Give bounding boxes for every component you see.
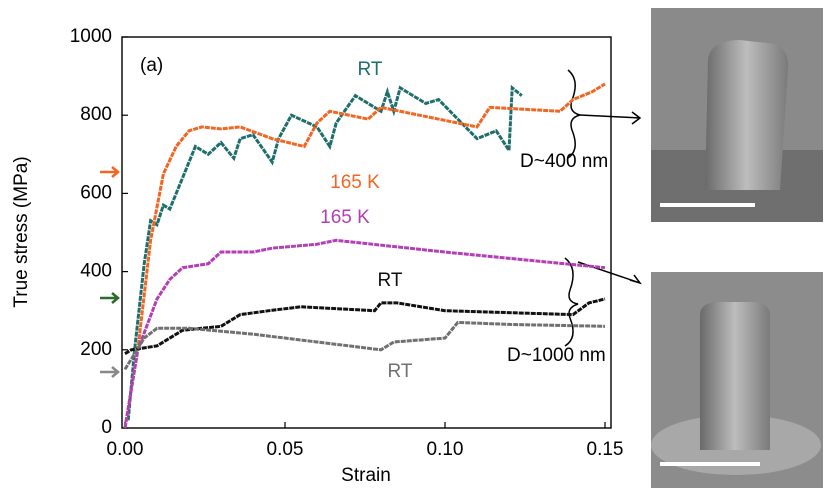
marker-arrow xyxy=(100,366,120,378)
plot-frame xyxy=(121,36,612,429)
marker-arrow xyxy=(100,292,120,304)
series-label: RT xyxy=(378,270,403,291)
brace xyxy=(567,69,581,159)
data-line xyxy=(126,84,523,421)
y-tick-label: 200 xyxy=(80,339,112,360)
annotation: D~1000 nm xyxy=(507,345,606,366)
y-tick-label: 400 xyxy=(80,261,112,282)
x-axis-title: Strain xyxy=(341,465,391,486)
y-tick-label: 800 xyxy=(80,104,112,125)
y-tick-label: 1000 xyxy=(70,26,112,47)
arrow xyxy=(579,111,642,125)
y-tick-label: 0 xyxy=(101,417,112,438)
data-line xyxy=(123,238,606,429)
x-tick-label: 0.10 xyxy=(427,439,464,460)
series-label: RT xyxy=(358,59,383,80)
sem-image-2 xyxy=(651,272,823,488)
panel-label: (a) xyxy=(140,55,163,76)
data-line xyxy=(124,297,606,355)
data-line xyxy=(123,82,606,429)
arrow xyxy=(577,261,642,285)
data-line xyxy=(123,320,606,371)
y-tick-label: 600 xyxy=(80,182,112,203)
brace xyxy=(564,257,579,347)
x-tick-label: 0.05 xyxy=(267,439,304,460)
annotation: D~400 nm xyxy=(520,151,608,172)
x-tick-label: 0.15 xyxy=(587,439,624,460)
sem-image-1 xyxy=(651,8,823,222)
x-tick-label: 0.00 xyxy=(107,439,144,460)
y-axis-title: True stress (MPa) xyxy=(11,156,32,307)
marker-arrow xyxy=(100,166,120,178)
series-label: 165 K xyxy=(320,207,370,228)
series-label: 165 K xyxy=(330,172,380,193)
series-label: RT xyxy=(388,361,413,382)
